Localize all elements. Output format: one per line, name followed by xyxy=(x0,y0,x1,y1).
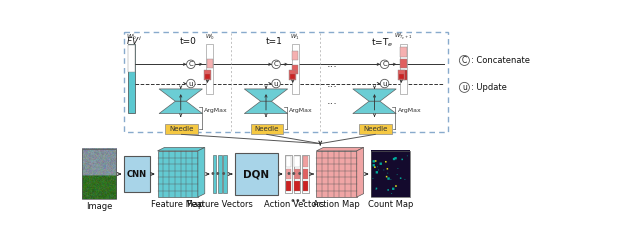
Bar xyxy=(250,124,283,134)
Text: ...: ... xyxy=(326,59,337,69)
Bar xyxy=(124,156,150,192)
Bar xyxy=(207,59,213,68)
Bar xyxy=(400,43,407,94)
Bar xyxy=(294,155,300,193)
Bar xyxy=(292,51,298,61)
Text: : Concatenate: : Concatenate xyxy=(472,56,531,65)
Bar xyxy=(303,181,308,191)
Text: Action Vectors: Action Vectors xyxy=(264,200,324,209)
Circle shape xyxy=(380,60,389,68)
Polygon shape xyxy=(159,101,202,114)
Bar xyxy=(294,156,300,167)
Text: t=1: t=1 xyxy=(266,37,282,45)
Text: u: u xyxy=(382,81,387,86)
Bar xyxy=(205,74,210,79)
Circle shape xyxy=(272,79,280,88)
Text: ...: ... xyxy=(326,96,337,106)
Circle shape xyxy=(380,79,389,88)
Polygon shape xyxy=(159,89,202,101)
Text: $W_{T_e+1}^i$: $W_{T_e+1}^i$ xyxy=(394,31,413,42)
Text: Image: Image xyxy=(86,202,112,211)
Bar xyxy=(294,169,300,179)
Bar xyxy=(128,43,135,113)
Text: u: u xyxy=(462,83,467,92)
Bar xyxy=(292,43,298,94)
Polygon shape xyxy=(316,147,364,151)
Bar xyxy=(401,59,406,68)
Bar xyxy=(81,149,116,199)
Text: C: C xyxy=(462,56,467,65)
Bar xyxy=(290,74,296,79)
Circle shape xyxy=(460,82,469,92)
Bar xyxy=(294,181,300,191)
Polygon shape xyxy=(353,89,396,101)
Text: ArgMax: ArgMax xyxy=(204,108,228,113)
Bar xyxy=(303,156,308,167)
Bar xyxy=(286,181,291,191)
Bar xyxy=(223,155,227,193)
Bar xyxy=(303,155,308,193)
Bar xyxy=(371,151,410,197)
Polygon shape xyxy=(356,147,364,197)
Text: Needle: Needle xyxy=(255,126,279,132)
Bar xyxy=(165,124,198,134)
Bar xyxy=(401,70,406,80)
Text: •••: ••• xyxy=(289,196,307,206)
Text: $FV^i$: $FV^i$ xyxy=(125,34,141,47)
Bar xyxy=(124,32,448,132)
Text: t=0: t=0 xyxy=(180,37,197,45)
Bar xyxy=(399,74,404,79)
Bar xyxy=(289,70,296,81)
Text: DQN: DQN xyxy=(243,169,269,179)
Bar xyxy=(292,65,298,74)
Text: C: C xyxy=(382,61,387,67)
Bar xyxy=(401,47,406,57)
Text: ...: ... xyxy=(326,79,337,88)
Polygon shape xyxy=(244,89,288,101)
Bar xyxy=(285,155,292,193)
Text: $W_0^i$: $W_0^i$ xyxy=(205,31,214,42)
Polygon shape xyxy=(316,151,356,197)
Text: •••: ••• xyxy=(285,169,303,179)
Bar xyxy=(129,45,134,72)
Circle shape xyxy=(460,55,469,65)
Polygon shape xyxy=(353,101,396,114)
Text: t=T$_e$: t=T$_e$ xyxy=(371,37,394,49)
Bar xyxy=(286,169,291,179)
Text: u: u xyxy=(189,81,193,86)
Text: Needle: Needle xyxy=(170,126,194,132)
Bar xyxy=(204,70,211,81)
Text: Count Map: Count Map xyxy=(368,200,413,209)
Circle shape xyxy=(272,60,280,68)
Text: CNN: CNN xyxy=(127,169,147,179)
Bar xyxy=(218,155,222,193)
Text: Action Map: Action Map xyxy=(313,200,360,209)
Polygon shape xyxy=(198,147,205,197)
Text: Needle: Needle xyxy=(363,126,387,132)
Text: : Update: : Update xyxy=(472,83,508,92)
Polygon shape xyxy=(157,147,205,151)
Text: •••: ••• xyxy=(210,169,228,179)
Bar xyxy=(359,124,392,134)
Bar xyxy=(235,153,278,195)
Circle shape xyxy=(187,60,195,68)
Bar xyxy=(397,70,404,81)
Polygon shape xyxy=(157,151,198,197)
Bar xyxy=(303,169,308,179)
Text: C: C xyxy=(274,61,278,67)
Text: C: C xyxy=(188,61,193,67)
Text: $W_1^i$: $W_1^i$ xyxy=(291,31,300,42)
Circle shape xyxy=(187,79,195,88)
Text: ArgMax: ArgMax xyxy=(397,108,422,113)
Text: u: u xyxy=(274,81,278,86)
Bar xyxy=(286,156,291,167)
Text: Feature Map: Feature Map xyxy=(152,200,204,209)
Text: $W_0^i$: $W_0^i$ xyxy=(126,31,137,42)
Polygon shape xyxy=(244,101,288,114)
Bar xyxy=(212,155,216,193)
Text: Feature Vectors: Feature Vectors xyxy=(187,200,253,209)
Bar xyxy=(206,43,213,94)
Text: ArgMax: ArgMax xyxy=(289,108,313,113)
